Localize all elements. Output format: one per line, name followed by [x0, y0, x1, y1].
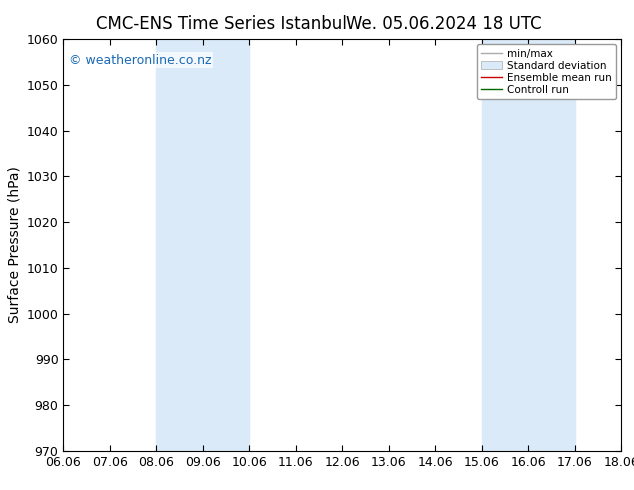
Text: CMC-ENS Time Series Istanbul: CMC-ENS Time Series Istanbul: [96, 15, 347, 33]
Text: We. 05.06.2024 18 UTC: We. 05.06.2024 18 UTC: [346, 15, 541, 33]
Bar: [157, 39, 249, 451]
Text: © weatheronline.co.nz: © weatheronline.co.nz: [69, 53, 212, 67]
Y-axis label: Surface Pressure (hPa): Surface Pressure (hPa): [7, 167, 21, 323]
Bar: [482, 39, 575, 451]
Legend: min/max, Standard deviation, Ensemble mean run, Controll run: min/max, Standard deviation, Ensemble me…: [477, 45, 616, 99]
